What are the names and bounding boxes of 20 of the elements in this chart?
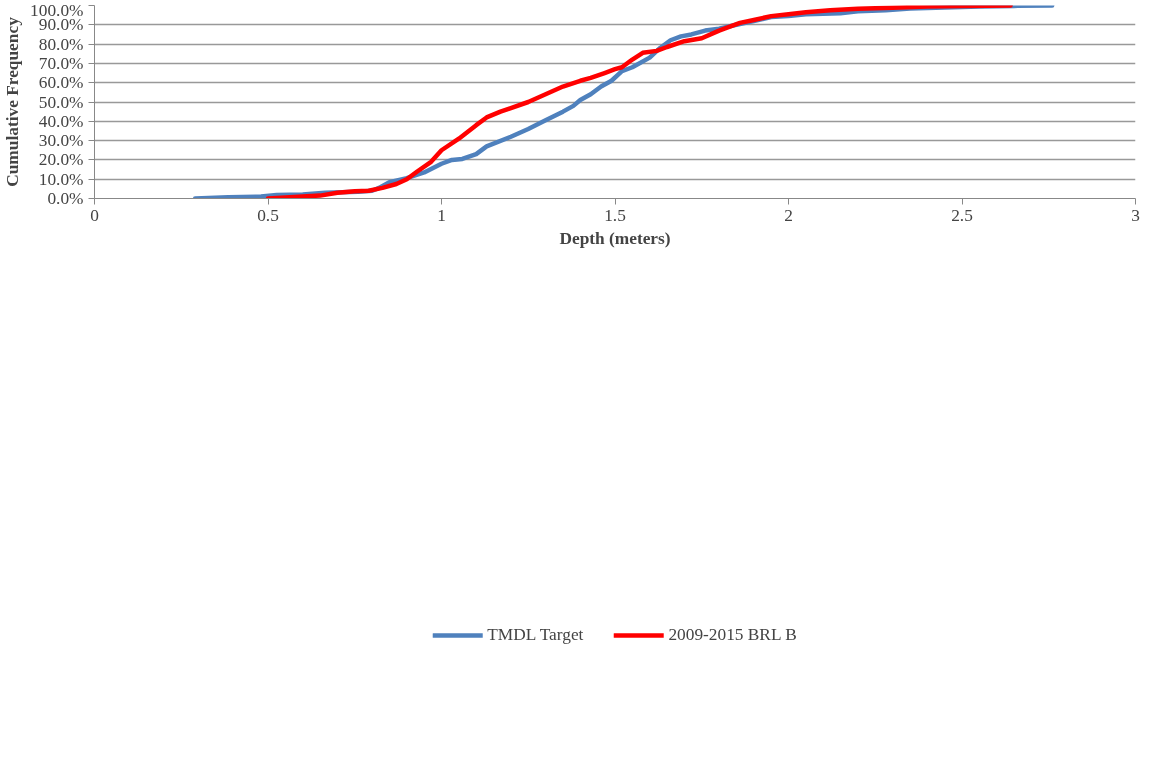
- x-axis-title: Depth (meters): [559, 228, 671, 248]
- y-tick-label: 0.0%: [47, 189, 84, 208]
- y-tick-label: 30.0%: [38, 131, 84, 151]
- y-tick-label: 10.0%: [38, 169, 84, 189]
- y-tick-label: 70.0%: [38, 53, 84, 73]
- y-tick-label: 50.0%: [38, 92, 84, 112]
- y-tick-label: 60.0%: [38, 73, 84, 93]
- y-axis-title: Cumulative Frequency: [3, 16, 23, 187]
- y-tick-label: 40.0%: [38, 111, 84, 131]
- x-tick-label: 2.5: [951, 205, 973, 225]
- x-tick-label: 1: [437, 205, 446, 225]
- x-tick-label: 3: [1131, 205, 1140, 225]
- x-tick-label: 0: [90, 205, 99, 225]
- y-tick-label: 80.0%: [38, 34, 84, 54]
- x-tick-label: 1.5: [604, 205, 626, 225]
- legend-label: TMDL Target: [487, 625, 584, 645]
- y-tick-label: 20.0%: [38, 150, 84, 170]
- legend-label: 2009-2015 BRL B: [668, 625, 797, 645]
- x-tick-label: 2: [784, 205, 793, 225]
- x-tick-label: 0.5: [257, 205, 279, 225]
